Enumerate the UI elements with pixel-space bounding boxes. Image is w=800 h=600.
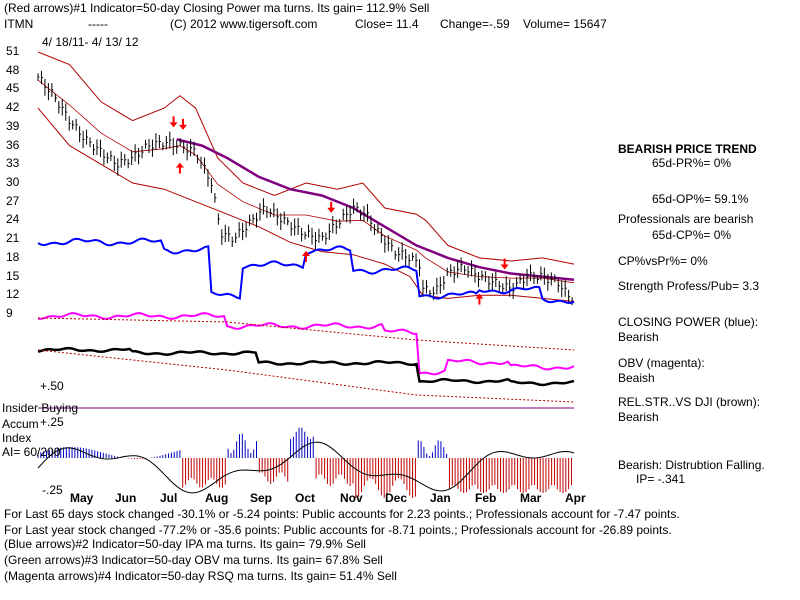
y-tick-label: 36 <box>6 137 20 152</box>
y-tick-label: 18 <box>6 249 20 264</box>
obv-ma-line <box>37 317 575 351</box>
pr65: 65d-PR%= 0% <box>652 156 732 170</box>
bottom-line-2: For Last year stock changed -77.2% or -3… <box>4 523 672 537</box>
x-tick-label: Oct <box>295 491 316 505</box>
y-tick-label: 48 <box>6 62 20 77</box>
indicator-lines <box>37 237 575 403</box>
accum-ma-line <box>37 441 575 494</box>
y-tick-label: 45 <box>6 81 20 96</box>
change-value: Change=-.59 <box>440 17 510 31</box>
sell-arrow-head <box>169 122 178 128</box>
sell-arrow-head <box>327 207 336 213</box>
ma50-line <box>176 138 575 281</box>
bottom-line-4: (Green arrows)#3 Indicator=50-day OBV ma… <box>4 553 383 567</box>
label-minus25: -.25 <box>42 483 63 497</box>
relstr-ma-line <box>37 349 575 403</box>
lower-band-line <box>37 107 575 302</box>
header-dashes: ----- <box>88 17 108 31</box>
strength-profess-pub: Strength Profess/Pub= 3.3 <box>618 279 760 293</box>
y-tick-label: 27 <box>6 193 20 208</box>
insider-buying-label: Insider Buying <box>2 401 79 415</box>
relstr-line <box>37 346 575 387</box>
signal-arrows <box>169 116 509 305</box>
relstr-value: Bearish <box>618 410 659 424</box>
y-tick-label: 9 <box>6 306 13 320</box>
ai-label: AI= 60/200 <box>2 445 61 459</box>
copyright: (C) 2012 www.tigersoft.com <box>170 17 318 31</box>
buy-arrow-head <box>475 293 484 299</box>
obv-value: Beaish <box>618 371 655 385</box>
x-tick-label: Jul <box>160 491 178 505</box>
index-label: Index <box>2 431 32 445</box>
x-tick-label: May <box>70 491 94 505</box>
op65: 65d-OP%= 59.1% <box>652 192 749 206</box>
y-tick-label: 33 <box>6 156 20 171</box>
x-tick-label: Aug <box>205 491 229 505</box>
close-value: Close= 11.4 <box>355 17 419 31</box>
buy-arrow-head <box>302 250 310 256</box>
x-tick-label: Dec <box>385 491 408 505</box>
price-plot <box>37 51 575 306</box>
x-tick-label: Jan <box>430 491 451 505</box>
accumulation-histogram <box>37 407 575 498</box>
sell-arrow-head <box>179 124 188 130</box>
closing-power-label: CLOSING POWER (blue): <box>618 315 759 329</box>
sell-arrow-head <box>500 264 509 270</box>
distribution-falling: Bearish: Distrubtion Falling. <box>618 458 765 472</box>
y-tick-label: 51 <box>6 44 20 58</box>
y-tick-label: 21 <box>6 231 20 246</box>
obv-label: OBV (magenta): <box>618 356 705 370</box>
closing-power-value: Bearish <box>618 330 659 344</box>
label-plus25: +.25 <box>40 415 64 429</box>
bottom-line-3: (Blue arrows)#2 Indicator=50-day IPA ma … <box>4 537 366 551</box>
label-plus50: +.50 <box>40 379 64 393</box>
y-tick-label: 12 <box>6 287 20 302</box>
ticker: ITMN <box>4 17 34 31</box>
cp65: 65d-CP%= 0% <box>652 228 732 242</box>
professionals-bearish: Professionals are bearish <box>618 212 754 226</box>
x-tick-label: Feb <box>475 491 497 505</box>
obv-line <box>37 311 575 376</box>
middle-band-line <box>37 79 575 284</box>
x-tick-label: Apr <box>565 491 586 505</box>
header-line-1: (Red arrows)#1 Indicator=50-day Closing … <box>4 1 430 15</box>
x-tick-label: Jun <box>115 491 137 505</box>
y-tick-label: 30 <box>6 175 20 189</box>
x-tick-label: Nov <box>340 491 363 505</box>
bearish-price-trend: BEARISH PRICE TREND <box>618 142 757 156</box>
accum-label: Accum <box>2 417 39 431</box>
cp-vs-pr: CP%vsPr%= 0% <box>618 254 708 268</box>
y-tick-label: 15 <box>6 268 20 283</box>
bottom-line-5: (Magenta arrows)#4 Indicator=50-day RSQ … <box>4 569 397 583</box>
volume-value: Volume= 15647 <box>523 17 607 31</box>
buy-arrow-head <box>175 162 184 168</box>
upper-band-line <box>37 51 575 265</box>
y-tick-label: 24 <box>6 212 20 227</box>
ip-value: IP= -.341 <box>636 472 686 486</box>
y-tick-label: 42 <box>6 100 20 115</box>
bottom-line-1: For Last 65 days stock changed -30.1% or… <box>4 507 680 521</box>
y-tick-label: 39 <box>6 118 20 133</box>
x-tick-label: Sep <box>250 491 273 505</box>
date-range: 4/ 18/11- 4/ 13/ 12 <box>42 35 139 49</box>
relstr-label: REL.STR..VS DJI (brown): <box>618 395 761 409</box>
x-tick-label: Mar <box>520 491 542 505</box>
